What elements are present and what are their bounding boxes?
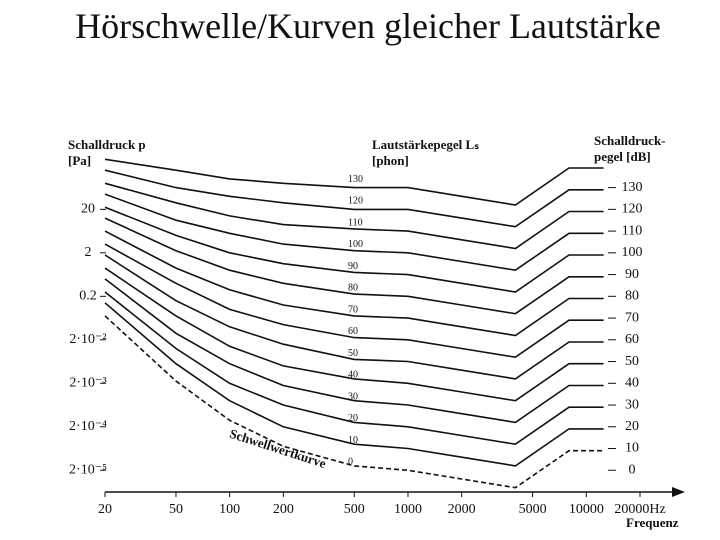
- curve: [104, 243, 604, 359]
- y2-tick-label: 2·10⁻⁴: [69, 419, 107, 434]
- curve: [104, 206, 604, 293]
- axis-title: Schalldruck-pegel [dB]: [594, 133, 666, 164]
- y-tick-label: 60: [625, 332, 639, 347]
- axis-title: Schalldruck p [Pa]: [68, 137, 149, 168]
- y2-tick-label: 2·10⁻²: [69, 332, 106, 347]
- y-tick-label: 120: [622, 202, 643, 217]
- chart-title: Hörschwelle/Kurven gleicher Lautstärke: [75, 6, 661, 46]
- y-tick-label: 40: [625, 376, 639, 391]
- curve-label: 30: [348, 391, 358, 402]
- curve-label: 0: [348, 457, 353, 468]
- y-tick-label: 100: [622, 245, 643, 260]
- y-tick-label: 0: [629, 462, 636, 477]
- curve-label: 20: [348, 413, 358, 424]
- curve: [104, 278, 604, 424]
- curve: [104, 217, 604, 315]
- curve-label: 70: [348, 304, 358, 315]
- y-tick-label: 10: [625, 441, 639, 456]
- x-tick-label: 200: [273, 502, 294, 517]
- x-tick-label: 50: [169, 502, 183, 517]
- curve-label: 110: [348, 217, 363, 228]
- curve-label: 10: [348, 435, 358, 446]
- y2-tick-label: 2·10⁻³: [69, 376, 106, 391]
- curve: [104, 302, 604, 467]
- curve: [104, 182, 604, 250]
- x-tick-label: 100: [219, 502, 240, 517]
- x-tick-label: 1000: [394, 502, 422, 517]
- y-tick-label: 50: [625, 354, 639, 369]
- y-tick-label: 90: [625, 267, 639, 282]
- y-tick-label: 30: [625, 397, 639, 412]
- curve: [104, 291, 604, 446]
- x-tick-label: 5000: [519, 502, 547, 517]
- curve: [104, 230, 604, 337]
- y2-tick-label: 0.2: [79, 289, 97, 304]
- y-tick-label: 130: [622, 180, 643, 195]
- y-tick-label: 70: [625, 310, 639, 325]
- curve-label: 40: [348, 370, 358, 381]
- annotation: Schwellwertkurve: [228, 426, 328, 471]
- x-tick-label: 20: [98, 502, 112, 517]
- y2-tick-label: 2: [85, 245, 92, 260]
- curve-label: 60: [348, 326, 358, 337]
- curve-label: 130: [348, 174, 363, 185]
- curve-label: 100: [348, 239, 363, 250]
- curve-label: 80: [348, 283, 358, 294]
- curve: [104, 267, 604, 402]
- y2-tick-label: 20: [81, 202, 95, 217]
- arrow-head: [672, 487, 685, 497]
- x-tick-label: 20000Hz: [614, 502, 665, 517]
- curve: [104, 315, 604, 489]
- y-tick-label: 20: [625, 419, 639, 434]
- x-tick-label: 500: [344, 502, 365, 517]
- y-tick-label: 80: [625, 289, 639, 304]
- curve-label: 90: [348, 261, 358, 272]
- curve: [104, 254, 604, 380]
- curve-label: 50: [348, 348, 358, 359]
- x-tick-label: 2000: [448, 502, 476, 517]
- y2-tick-label: 2·10⁻⁵: [69, 462, 107, 477]
- curve: [104, 169, 604, 228]
- x-tick-label: 10000: [569, 502, 604, 517]
- curve: [104, 158, 604, 206]
- y-tick-label: 110: [622, 223, 642, 238]
- x-axis-title: Frequenz: [626, 515, 679, 530]
- curve: [104, 193, 604, 272]
- curve-label: 120: [348, 196, 363, 207]
- axis-title: Lautstärkepegel Lₛ [phon]: [372, 137, 482, 168]
